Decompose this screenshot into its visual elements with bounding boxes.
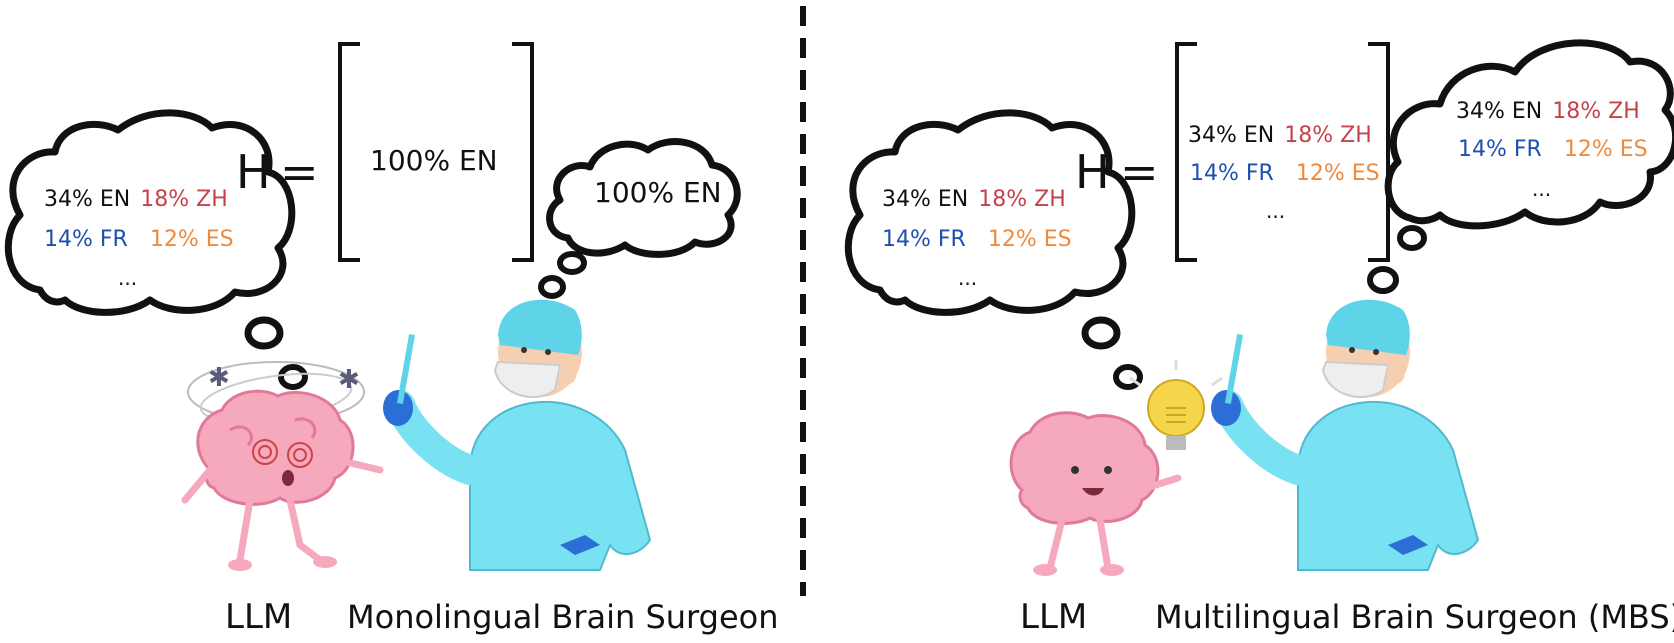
left-surgeon-thought-text: 100% EN <box>594 176 722 209</box>
right-equals: = <box>1120 145 1159 199</box>
right-matrix-right-bracket <box>1368 42 1390 262</box>
right-llm-en: 34% EN <box>882 187 968 212</box>
left-llm-thought-ellipsis: ... <box>118 266 137 290</box>
left-llm-thought-cloud <box>4 109 296 316</box>
right-llm-fr: 14% FR <box>882 227 966 252</box>
dizzy-star-left-icon: ✱ <box>208 363 230 393</box>
left-matrix-left-bracket <box>338 42 360 262</box>
right-surgeon <box>1211 299 1480 571</box>
left-llm-thought-row1: 34% EN 18% ZH <box>44 187 228 212</box>
right-matrix-zh: 18% ZH <box>1284 123 1372 148</box>
right-surgeon-thought-dot-2 <box>1367 266 1399 294</box>
right-surgeon-es: 12% ES <box>1564 137 1648 162</box>
right-llm-es: 12% ES <box>988 227 1072 252</box>
left-surgeon-thought-cloud <box>546 138 741 258</box>
left-matrix-value: 100% EN <box>370 144 498 177</box>
left-surgeon-thought-dot-1 <box>557 251 587 275</box>
right-llm-thought-row2: 14% FR 12% ES <box>882 227 1072 252</box>
right-surgeon-thought-row1: 34% EN 18% ZH <box>1456 99 1640 124</box>
right-llm-thought-cloud <box>844 109 1136 316</box>
right-surgeon-thought-row2: 14% FR 12% ES <box>1458 137 1648 162</box>
left-llm-fr: 14% FR <box>44 227 128 252</box>
right-panel: 34% EN 18% ZH 14% FR 12% ES ... H = 34% EN… <box>844 39 1674 637</box>
left-llm-thought-dot-1 <box>244 316 284 350</box>
right-matrix-en: 34% EN <box>1188 123 1274 148</box>
right-matrix-row1: 34% EN 18% ZH <box>1188 123 1372 148</box>
right-surgeon-thought-dot-1 <box>1397 225 1427 251</box>
right-matrix-row2: 14% FR 12% ES <box>1190 161 1380 186</box>
right-llm-thought-ellipsis: ... <box>958 266 977 290</box>
right-h-label: H <box>1075 145 1110 199</box>
right-llm-label: LLM <box>1020 597 1087 637</box>
right-matrix-fr: 14% FR <box>1190 161 1274 186</box>
dizzy-star-right-icon: ✱ <box>338 365 360 395</box>
left-h-label: H <box>236 145 271 199</box>
right-surgeon-zh: 18% ZH <box>1552 99 1640 124</box>
right-surgeon-label: Multilingual Brain Surgeon (MBS) <box>1155 598 1674 636</box>
right-surgeon-fr: 14% FR <box>1458 137 1542 162</box>
left-matrix-right-bracket <box>512 42 534 262</box>
right-llm-thought-row1: 34% EN 18% ZH <box>882 187 1066 212</box>
left-panel: 34% EN 18% ZH 14% FR 12% ES ... H = 100% E… <box>4 42 778 637</box>
right-surgeon-thought-ellipsis: ... <box>1532 177 1551 201</box>
left-surgeon-thought-dot-2 <box>538 275 566 299</box>
right-matrix-ellipsis: ... <box>1266 199 1285 223</box>
right-surgeon-thought-cloud <box>1384 39 1674 230</box>
lightbulb-icon <box>1129 360 1223 450</box>
right-matrix-es: 12% ES <box>1296 161 1380 186</box>
left-llm-thought-dot-2 <box>278 364 308 390</box>
right-llm-thought-dot-1 <box>1081 316 1121 350</box>
right-llm-brain-happy <box>1009 411 1182 576</box>
left-llm-label: LLM <box>225 597 292 637</box>
right-surgeon-en: 34% EN <box>1456 99 1542 124</box>
right-matrix-left-bracket <box>1175 42 1197 262</box>
left-llm-en: 34% EN <box>44 187 130 212</box>
left-llm-brain-dizzy: ✱ ✱ <box>181 361 384 571</box>
left-llm-es: 12% ES <box>150 227 234 252</box>
left-equals: = <box>280 145 319 199</box>
left-surgeon <box>383 299 652 571</box>
left-surgeon-label: Monolingual Brain Surgeon <box>347 598 778 636</box>
left-llm-thought-row2: 14% FR 12% ES <box>44 227 234 252</box>
left-llm-zh: 18% ZH <box>140 187 228 212</box>
right-llm-zh: 18% ZH <box>978 187 1066 212</box>
